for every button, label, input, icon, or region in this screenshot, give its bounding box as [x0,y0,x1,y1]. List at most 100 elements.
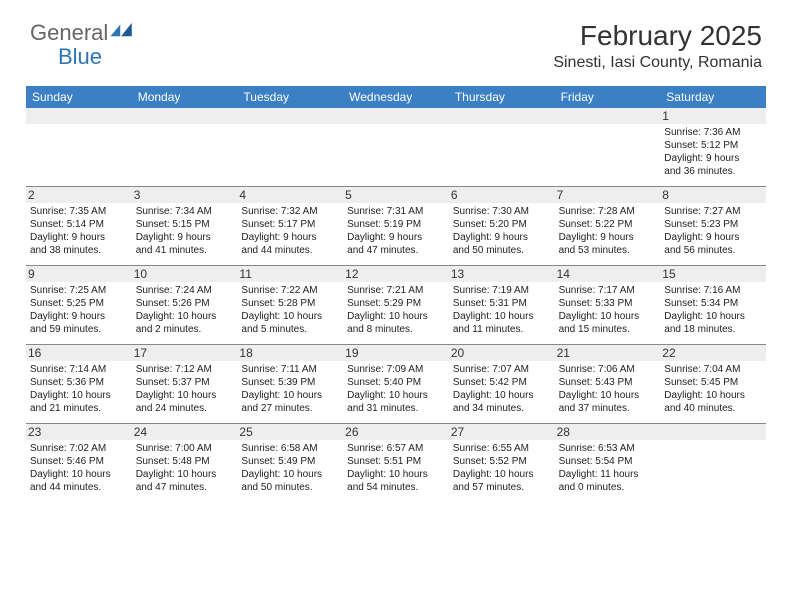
day-header-sat: Saturday [660,86,766,108]
day-cell: 5 Sunrise: 7:31 AMSunset: 5:19 PMDaylight… [343,187,449,265]
calendar: Sunday Monday Tuesday Wednesday Thursday… [26,86,766,502]
day-cell: 11 Sunrise: 7:22 AMSunset: 5:28 PMDayligh… [237,266,343,344]
day-number: 26 [343,424,449,440]
day-info: Sunrise: 7:06 AMSunset: 5:43 PMDaylight:… [559,363,657,415]
day-cell: 4 Sunrise: 7:32 AMSunset: 5:17 PMDaylight… [237,187,343,265]
day-info: Sunrise: 7:14 AMSunset: 5:36 PMDaylight:… [30,363,128,415]
day-cell [343,108,449,186]
day-cell: 8 Sunrise: 7:27 AMSunset: 5:23 PMDaylight… [660,187,766,265]
day-info: Sunrise: 7:02 AMSunset: 5:46 PMDaylight:… [30,442,128,494]
day-info: Sunrise: 6:53 AMSunset: 5:54 PMDaylight:… [559,442,657,494]
day-number: 6 [449,187,555,203]
day-number-empty [26,108,132,124]
day-number: 13 [449,266,555,282]
day-cell: 2 Sunrise: 7:35 AMSunset: 5:14 PMDaylight… [26,187,132,265]
day-cell [660,424,766,502]
day-number: 9 [26,266,132,282]
day-number: 22 [660,345,766,361]
day-header-thu: Thursday [449,86,555,108]
day-info: Sunrise: 7:11 AMSunset: 5:39 PMDaylight:… [241,363,339,415]
week-row: 16Sunrise: 7:14 AMSunset: 5:36 PMDayligh… [26,344,766,423]
day-number: 3 [132,187,238,203]
day-info: Sunrise: 7:22 AMSunset: 5:28 PMDaylight:… [241,284,339,336]
day-header-row: Sunday Monday Tuesday Wednesday Thursday… [26,86,766,108]
day-cell: 1 Sunrise: 7:36 AMSunset: 5:12 PMDaylight… [660,108,766,186]
day-info: Sunrise: 7:00 AMSunset: 5:48 PMDaylight:… [136,442,234,494]
day-number: 7 [555,187,661,203]
day-cell: 12Sunrise: 7:21 AMSunset: 5:29 PMDayligh… [343,266,449,344]
day-number: 25 [237,424,343,440]
day-header-sun: Sunday [26,86,132,108]
day-cell: 24 Sunrise: 7:00 AMSunset: 5:48 PMDayligh… [132,424,238,502]
day-number: 1 [660,108,766,124]
day-number-empty [449,108,555,124]
day-info: Sunrise: 7:28 AMSunset: 5:22 PMDaylight:… [559,205,657,257]
day-info: Sunrise: 7:09 AMSunset: 5:40 PMDaylight:… [347,363,445,415]
page-header: General Blue February 2025 Sinesti, Iasi… [0,0,792,80]
day-info: Sunrise: 7:32 AMSunset: 5:17 PMDaylight:… [241,205,339,257]
day-number-empty [555,108,661,124]
day-number-empty [343,108,449,124]
day-number: 14 [555,266,661,282]
day-cell: 26 Sunrise: 6:57 AMSunset: 5:51 PMDayligh… [343,424,449,502]
day-info: Sunrise: 7:04 AMSunset: 5:45 PMDaylight:… [664,363,762,415]
day-cell: 19 Sunrise: 7:09 AMSunset: 5:40 PMDayligh… [343,345,449,423]
day-cell [237,108,343,186]
day-number: 24 [132,424,238,440]
day-number: 28 [555,424,661,440]
day-info: Sunrise: 6:57 AMSunset: 5:51 PMDaylight:… [347,442,445,494]
day-header-fri: Friday [555,86,661,108]
day-info: Sunrise: 7:17 AMSunset: 5:33 PMDaylight:… [559,284,657,336]
day-info: Sunrise: 7:35 AMSunset: 5:14 PMDaylight:… [30,205,128,257]
day-number: 10 [132,266,238,282]
day-number: 2 [26,187,132,203]
day-cell: 22 Sunrise: 7:04 AMSunset: 5:45 PMDayligh… [660,345,766,423]
day-number: 15 [660,266,766,282]
day-info: Sunrise: 7:30 AMSunset: 5:20 PMDaylight:… [453,205,551,257]
day-cell: 3Sunrise: 7:34 AMSunset: 5:15 PMDaylight… [132,187,238,265]
month-title: February 2025 [553,20,762,52]
day-info: Sunrise: 7:25 AMSunset: 5:25 PMDaylight:… [30,284,128,336]
week-row: 1 Sunrise: 7:36 AMSunset: 5:12 PMDaylight… [26,108,766,186]
day-info: Sunrise: 7:24 AMSunset: 5:26 PMDaylight:… [136,284,234,336]
day-info: Sunrise: 7:16 AMSunset: 5:34 PMDaylight:… [664,284,762,336]
day-info: Sunrise: 7:07 AMSunset: 5:42 PMDaylight:… [453,363,551,415]
day-info: Sunrise: 7:27 AMSunset: 5:23 PMDaylight:… [664,205,762,257]
day-cell: 20 Sunrise: 7:07 AMSunset: 5:42 PMDayligh… [449,345,555,423]
weeks-container: 1 Sunrise: 7:36 AMSunset: 5:12 PMDaylight… [26,108,766,502]
day-info: Sunrise: 7:19 AMSunset: 5:31 PMDaylight:… [453,284,551,336]
day-cell: 25 Sunrise: 6:58 AMSunset: 5:49 PMDayligh… [237,424,343,502]
day-cell: 23 Sunrise: 7:02 AMSunset: 5:46 PMDayligh… [26,424,132,502]
day-info: Sunrise: 7:12 AMSunset: 5:37 PMDaylight:… [136,363,234,415]
day-number: 11 [237,266,343,282]
day-cell: 14 Sunrise: 7:17 AMSunset: 5:33 PMDayligh… [555,266,661,344]
day-cell: 27Sunrise: 6:55 AMSunset: 5:52 PMDayligh… [449,424,555,502]
day-info: Sunrise: 7:36 AMSunset: 5:12 PMDaylight:… [664,126,762,178]
day-number: 23 [26,424,132,440]
day-number: 5 [343,187,449,203]
day-number: 4 [237,187,343,203]
day-cell [26,108,132,186]
day-info: Sunrise: 7:31 AMSunset: 5:19 PMDaylight:… [347,205,445,257]
day-number-empty [237,108,343,124]
day-info: Sunrise: 6:58 AMSunset: 5:49 PMDaylight:… [241,442,339,494]
day-cell: 13 Sunrise: 7:19 AMSunset: 5:31 PMDayligh… [449,266,555,344]
week-row: 9 Sunrise: 7:25 AMSunset: 5:25 PMDaylight… [26,265,766,344]
day-number-empty [660,424,766,440]
week-row: 23 Sunrise: 7:02 AMSunset: 5:46 PMDayligh… [26,423,766,502]
day-number: 20 [449,345,555,361]
day-header-tue: Tuesday [237,86,343,108]
day-number: 8 [660,187,766,203]
day-number: 18 [237,345,343,361]
day-cell: 21 Sunrise: 7:06 AMSunset: 5:43 PMDayligh… [555,345,661,423]
week-row: 2 Sunrise: 7:35 AMSunset: 5:14 PMDaylight… [26,186,766,265]
day-cell: 6 Sunrise: 7:30 AMSunset: 5:20 PMDaylight… [449,187,555,265]
day-number: 17 [132,345,238,361]
day-number: 21 [555,345,661,361]
day-number: 19 [343,345,449,361]
day-number: 12 [343,266,449,282]
day-number-empty [132,108,238,124]
day-cell: 28 Sunrise: 6:53 AMSunset: 5:54 PMDayligh… [555,424,661,502]
day-cell: 18 Sunrise: 7:11 AMSunset: 5:39 PMDayligh… [237,345,343,423]
day-cell: 16Sunrise: 7:14 AMSunset: 5:36 PMDayligh… [26,345,132,423]
